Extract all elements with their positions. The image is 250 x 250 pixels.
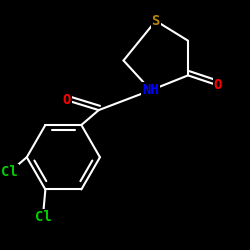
Text: Cl: Cl <box>34 210 51 224</box>
Text: S: S <box>152 14 160 28</box>
Text: O: O <box>214 78 222 92</box>
Text: NH: NH <box>142 83 159 97</box>
Text: Cl: Cl <box>1 165 18 179</box>
Text: O: O <box>62 93 71 107</box>
